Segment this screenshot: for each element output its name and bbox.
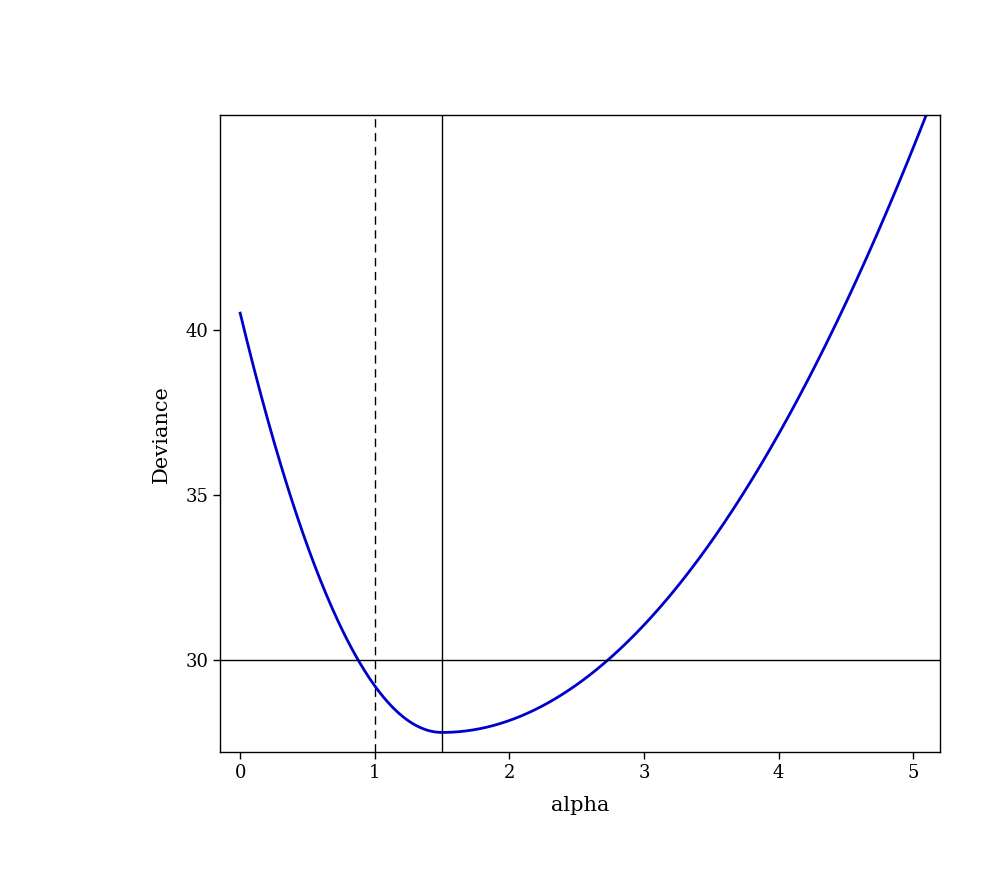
X-axis label: alpha: alpha <box>551 796 609 815</box>
Y-axis label: Deviance: Deviance <box>152 385 171 482</box>
